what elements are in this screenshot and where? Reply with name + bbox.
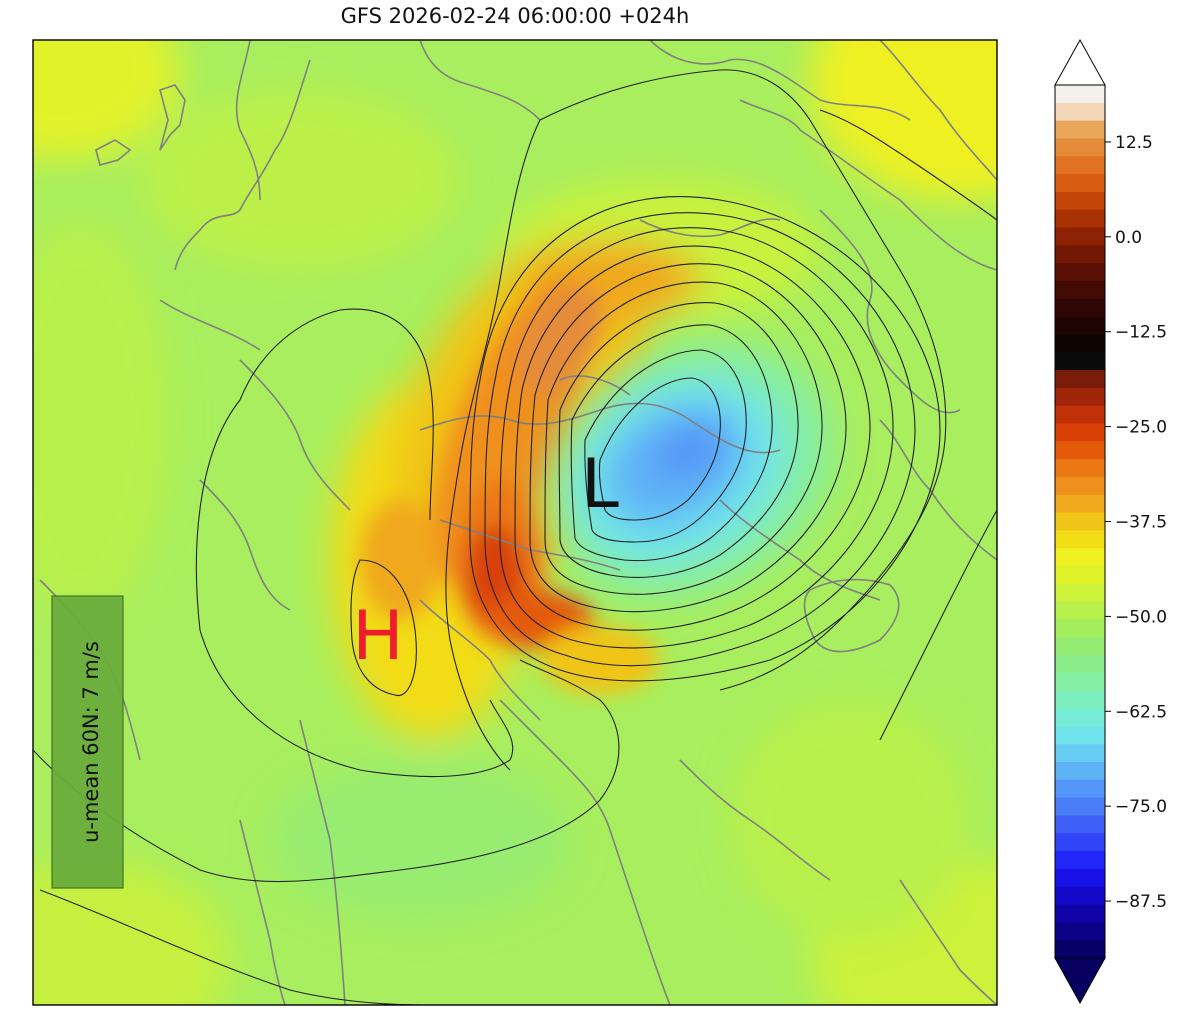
- high-pressure-marker: H: [352, 597, 403, 676]
- colorbar-segment: [1055, 637, 1105, 656]
- colorbar-segment: [1055, 298, 1105, 318]
- chart-title: GFS 2026-02-24 06:00:00 +024h: [340, 4, 690, 28]
- colorbar-segment: [1055, 833, 1105, 852]
- colorbar-segment: [1055, 280, 1105, 300]
- colorbar-segment: [1055, 441, 1105, 460]
- colorbar-tick-label: 0.0: [1115, 228, 1142, 248]
- colorbar-tick-label: −37.5: [1115, 513, 1167, 533]
- colorbar-segment: [1055, 387, 1105, 407]
- colorbar-segment: [1055, 102, 1105, 122]
- colorbar-segment: [1055, 904, 1105, 923]
- coastlines: [39, 40, 997, 1005]
- low-pressure-marker: L: [581, 445, 619, 524]
- colorbar-segment: [1055, 227, 1105, 246]
- colorbar-segment: [1055, 209, 1105, 229]
- colorbar-segment: [1055, 334, 1105, 353]
- colorbar-segment: [1055, 601, 1105, 621]
- colorbar-segment: [1055, 263, 1105, 282]
- colorbar: 12.5 0.0 −12.5 −25.0 −37.5 −50.0 −62.5 −75.0 −87…: [1054, 38, 1167, 1005]
- colorbar-extend-bottom: [1054, 957, 1106, 1005]
- colorbar-tick-label: 12.5: [1115, 133, 1153, 153]
- colorbar-segment: [1055, 886, 1105, 906]
- colorbar-segment: [1055, 156, 1105, 175]
- colorbar-segment: [1055, 690, 1105, 710]
- colorbar-segment: [1055, 245, 1105, 264]
- height-contours: [33, 69, 997, 1005]
- colorbar-segment: [1055, 583, 1105, 603]
- colorbar-tick-label: −12.5: [1115, 323, 1167, 343]
- colorbar-tick-label: −62.5: [1115, 702, 1167, 722]
- colorbar-segment: [1055, 548, 1105, 567]
- colorbar-segment: [1055, 672, 1105, 692]
- colorbar-tick-label: −25.0: [1115, 418, 1167, 438]
- colorbar-segment: [1055, 940, 1105, 959]
- u-mean-label: u-mean 60N: 7 m/s: [79, 641, 103, 843]
- colorbar-segment: [1055, 494, 1105, 514]
- map-panel: [33, 40, 997, 1005]
- colorbar-segment: [1055, 797, 1105, 817]
- colorbar-tick-label: −87.5: [1115, 892, 1167, 912]
- colorbar-segment: [1055, 120, 1105, 140]
- colorbar-tick-label: −75.0: [1115, 797, 1167, 817]
- u-mean-box: u-mean 60N: 7 m/s: [51, 595, 124, 889]
- colorbar-segment: [1055, 85, 1105, 104]
- colorbar-segment: [1055, 174, 1105, 193]
- colorbar-segment: [1055, 138, 1105, 157]
- colorbar-tick-label: −50.0: [1115, 607, 1167, 627]
- colorbar-segment: [1055, 851, 1105, 870]
- colorbar-segment: [1055, 762, 1105, 781]
- colorbar-segment: [1055, 815, 1105, 834]
- colorbar-segment: [1055, 459, 1105, 478]
- colorbar-segment: [1055, 512, 1105, 532]
- colorbar-segment: [1055, 868, 1105, 888]
- colorbar-segment: [1055, 476, 1105, 496]
- colorbar-segment: [1055, 530, 1105, 549]
- colorbar-segment: [1055, 726, 1105, 745]
- colorbar-segment: [1055, 708, 1105, 727]
- map-frame: [32, 39, 998, 1006]
- colorbar-segment: [1055, 405, 1105, 425]
- colorbar-segment: [1055, 566, 1105, 585]
- colorbar-segment: [1055, 423, 1105, 442]
- colorbar-segment: [1055, 370, 1105, 389]
- colorbar-extend-top: [1054, 38, 1106, 86]
- colorbar-segment: [1055, 779, 1105, 799]
- colorbar-segment: [1055, 922, 1105, 941]
- colorbar-segment: [1055, 352, 1105, 371]
- colorbar-segment: [1055, 191, 1105, 211]
- colorbar-segment: [1055, 744, 1105, 763]
- colorbar-segment: [1055, 316, 1105, 336]
- colorbar-segment: [1055, 655, 1105, 674]
- colorbar-segment: [1055, 619, 1105, 638]
